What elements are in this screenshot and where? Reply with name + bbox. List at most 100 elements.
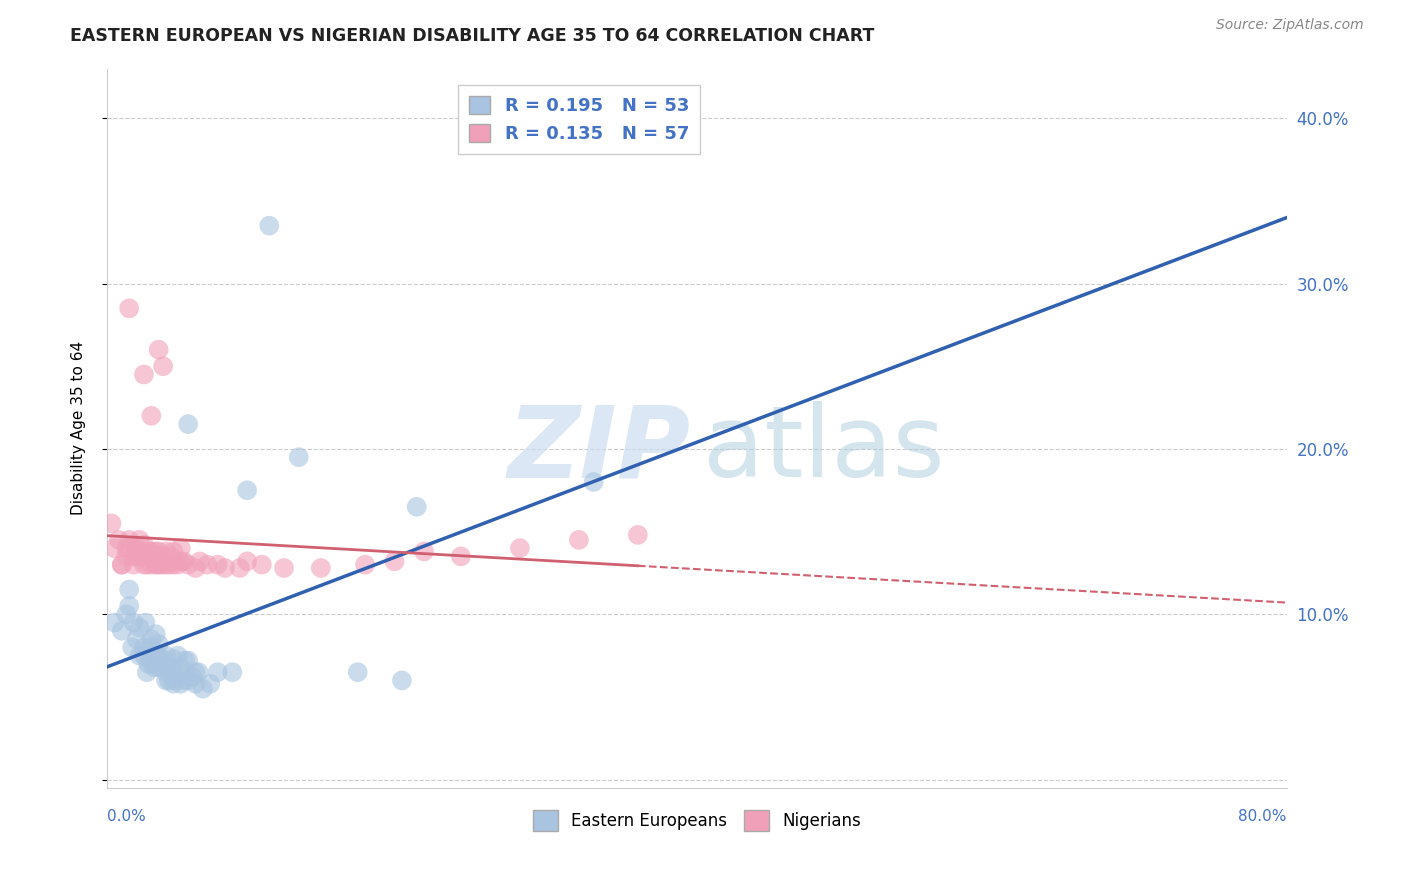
Point bbox=[155, 673, 177, 688]
Point bbox=[135, 558, 157, 572]
Point bbox=[141, 409, 163, 423]
Point bbox=[236, 483, 259, 498]
Point bbox=[354, 558, 377, 572]
Point bbox=[145, 544, 167, 558]
Point bbox=[128, 544, 150, 558]
Point bbox=[173, 554, 195, 568]
Text: 0.0%: 0.0% bbox=[107, 809, 146, 824]
Text: ZIP: ZIP bbox=[508, 401, 690, 499]
Point bbox=[141, 657, 163, 671]
Point bbox=[128, 648, 150, 663]
Point bbox=[162, 544, 184, 558]
Point bbox=[148, 648, 170, 663]
Point bbox=[174, 654, 197, 668]
Point bbox=[132, 558, 155, 572]
Point bbox=[155, 558, 177, 572]
Point bbox=[155, 665, 177, 680]
Point bbox=[162, 558, 184, 572]
Point bbox=[145, 558, 167, 572]
Point bbox=[148, 544, 170, 558]
Point bbox=[162, 652, 184, 666]
Point bbox=[155, 648, 177, 663]
Point bbox=[148, 660, 170, 674]
Point bbox=[118, 599, 141, 613]
Point bbox=[118, 301, 141, 316]
Point bbox=[163, 673, 186, 688]
Point bbox=[122, 549, 145, 564]
Point bbox=[162, 677, 184, 691]
Point bbox=[177, 417, 200, 431]
Point bbox=[166, 648, 188, 663]
Point bbox=[509, 541, 531, 556]
Point bbox=[582, 475, 605, 489]
Point bbox=[184, 561, 207, 575]
Point bbox=[170, 660, 193, 674]
Point bbox=[346, 665, 368, 680]
Point bbox=[148, 637, 170, 651]
Point bbox=[159, 549, 181, 564]
Point bbox=[627, 528, 650, 542]
Point bbox=[236, 554, 259, 568]
Point bbox=[118, 582, 141, 597]
Point bbox=[150, 558, 173, 572]
Point bbox=[157, 673, 180, 688]
Point bbox=[150, 660, 173, 674]
Point bbox=[191, 681, 214, 696]
Point bbox=[166, 558, 188, 572]
Point bbox=[132, 640, 155, 655]
Point bbox=[152, 359, 174, 374]
Point bbox=[103, 541, 125, 556]
Point bbox=[134, 615, 156, 630]
Text: atlas: atlas bbox=[703, 401, 945, 499]
Point bbox=[229, 561, 252, 575]
Point bbox=[152, 654, 174, 668]
Point bbox=[141, 632, 163, 646]
Point bbox=[145, 648, 167, 663]
Point bbox=[170, 677, 193, 691]
Point bbox=[141, 544, 163, 558]
Point bbox=[125, 632, 148, 646]
Point bbox=[115, 541, 138, 556]
Point bbox=[188, 554, 211, 568]
Point bbox=[157, 558, 180, 572]
Point bbox=[200, 677, 222, 691]
Point bbox=[125, 541, 148, 556]
Point bbox=[207, 665, 229, 680]
Point bbox=[173, 673, 195, 688]
Point bbox=[187, 665, 209, 680]
Text: 80.0%: 80.0% bbox=[1239, 809, 1286, 824]
Point bbox=[100, 516, 122, 531]
Point bbox=[135, 665, 157, 680]
Point bbox=[405, 500, 427, 514]
Point bbox=[214, 561, 236, 575]
Point bbox=[118, 541, 141, 556]
Point bbox=[177, 654, 200, 668]
Point bbox=[259, 219, 281, 233]
Point bbox=[121, 640, 143, 655]
Point bbox=[177, 558, 200, 572]
Point bbox=[184, 677, 207, 691]
Point bbox=[128, 621, 150, 635]
Point bbox=[155, 544, 177, 558]
Point bbox=[195, 558, 218, 572]
Point bbox=[250, 558, 273, 572]
Point bbox=[413, 544, 436, 558]
Point bbox=[115, 607, 138, 622]
Point bbox=[138, 657, 160, 671]
Point bbox=[287, 450, 309, 465]
Y-axis label: Disability Age 35 to 64: Disability Age 35 to 64 bbox=[72, 341, 86, 516]
Point bbox=[384, 554, 406, 568]
Point bbox=[221, 665, 243, 680]
Point bbox=[391, 673, 413, 688]
Point bbox=[450, 549, 472, 564]
Point bbox=[207, 558, 229, 572]
Point bbox=[122, 558, 145, 572]
Text: EASTERN EUROPEAN VS NIGERIAN DISABILITY AGE 35 TO 64 CORRELATION CHART: EASTERN EUROPEAN VS NIGERIAN DISABILITY … bbox=[70, 27, 875, 45]
Point bbox=[145, 627, 167, 641]
Point bbox=[568, 533, 591, 547]
Point bbox=[148, 343, 170, 357]
Point bbox=[132, 368, 155, 382]
Point bbox=[148, 558, 170, 572]
Point bbox=[177, 673, 200, 688]
Point bbox=[111, 558, 134, 572]
